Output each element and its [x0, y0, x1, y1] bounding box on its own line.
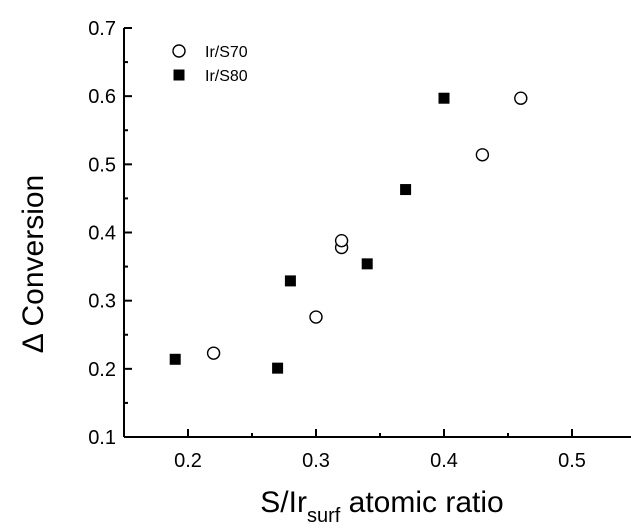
data-point-ir-s70 — [514, 91, 528, 105]
y-tick-label: 0.6 — [88, 86, 116, 108]
x-tick-label: 0.3 — [302, 450, 330, 472]
data-point-ir-s70 — [334, 233, 349, 248]
x-tick-label: 0.2 — [174, 450, 202, 472]
data-point-ir-s80 — [284, 275, 296, 287]
data-point-ir-s80 — [272, 362, 284, 374]
axes-layer — [123, 28, 631, 438]
y-tick-label: 0.4 — [88, 223, 116, 245]
legend-label: Ir/S70 — [205, 44, 248, 61]
y-tick-label: 0.5 — [88, 154, 116, 176]
x-axis-title-subscript: surf — [307, 505, 341, 527]
x-ticks: 0.2 0.3 0.4 0.5 — [123, 429, 586, 472]
data-point-ir-s70 — [309, 310, 323, 324]
y-tick-label: 0.3 — [88, 291, 116, 313]
x-tick-label: 0.4 — [430, 450, 458, 472]
data-point-ir-s70 — [475, 148, 490, 162]
legend-marker-ir-s80 — [173, 69, 185, 81]
y-axis-title: Δ Conversion — [17, 175, 50, 353]
y-tick-label: 0.1 — [88, 427, 116, 449]
legend-label: Ir/S80 — [205, 68, 248, 85]
y-tick-label: 0.7 — [88, 18, 116, 40]
data-point-ir-s70 — [206, 346, 221, 360]
data-point-ir-s80 — [400, 184, 412, 196]
y-tick-label: 0.2 — [88, 359, 116, 381]
data-point-ir-s80 — [438, 92, 450, 104]
legend: Ir/S70 Ir/S80 — [172, 44, 248, 85]
data-point-ir-s80 — [169, 353, 181, 365]
x-tick-label: 0.5 — [558, 450, 586, 472]
legend-marker-ir-s70 — [172, 44, 186, 58]
data-points — [169, 91, 528, 374]
x-axis-title: S/Irsurf atomic ratio — [260, 486, 503, 527]
x-axis-title-main: S/Ir — [260, 486, 307, 519]
x-axis-title-rest: atomic ratio — [340, 486, 503, 519]
y-ticks: 0.1 0.2 0.3 0.4 0.5 0.6 0.7 — [88, 18, 132, 449]
data-point-ir-s80 — [361, 258, 373, 270]
